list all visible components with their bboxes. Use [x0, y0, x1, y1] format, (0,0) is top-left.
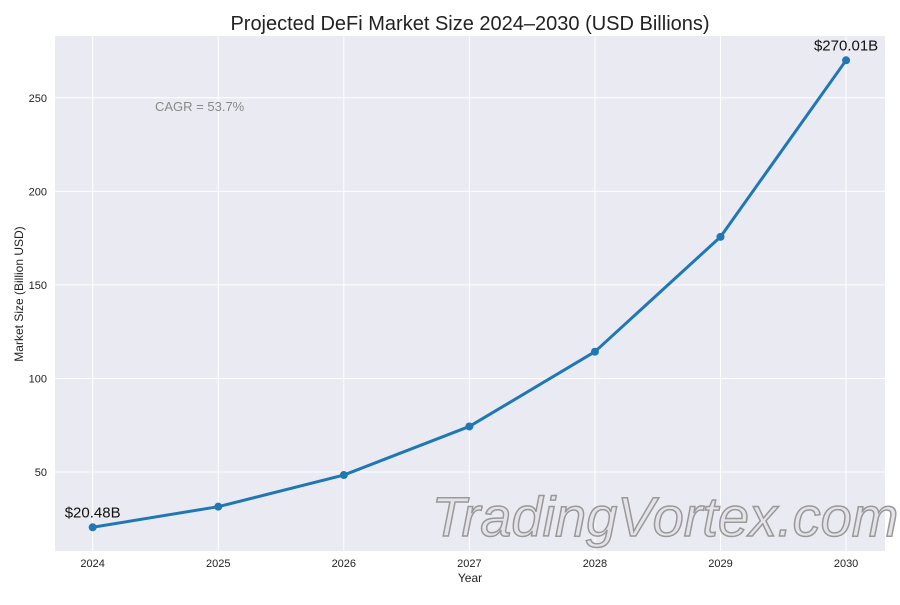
- y-tick-label: 50: [35, 467, 47, 479]
- x-tick-label: 2027: [457, 558, 481, 570]
- data-points: [88, 56, 851, 532]
- y-tick-label: 150: [29, 280, 47, 292]
- data-point: [465, 422, 474, 431]
- x-tick-label: 2025: [206, 558, 230, 570]
- data-point: [842, 56, 851, 65]
- data-point: [339, 471, 348, 480]
- x-tick-label: 2024: [80, 558, 104, 570]
- data-point: [214, 502, 223, 511]
- y-tick-label: 250: [29, 93, 47, 105]
- y-tick-label: 100: [29, 373, 47, 385]
- end-value-label: $270.01B: [814, 37, 878, 54]
- x-tick-label: 2028: [583, 558, 607, 570]
- x-tick-labels: 2024 2025 2026 2027 2028 2029 2030: [80, 558, 858, 570]
- y-axis-label: Market Size (Billion USD): [12, 226, 26, 361]
- data-point: [88, 523, 97, 532]
- x-axis-label: Year: [458, 571, 482, 585]
- cagr-annotation: CAGR = 53.7%: [155, 99, 245, 114]
- start-value-label: $20.48B: [65, 504, 121, 521]
- plot-area: [55, 36, 885, 551]
- chart-title: Projected DeFi Market Size 2024–2030 (US…: [230, 13, 709, 35]
- y-tick-labels: 50 100 150 200 250: [29, 93, 47, 479]
- x-tick-label: 2026: [332, 558, 356, 570]
- y-tick-label: 200: [29, 186, 47, 198]
- grid-lines: [55, 36, 885, 551]
- data-point: [590, 347, 599, 356]
- x-tick-label: 2029: [708, 558, 732, 570]
- watermark: TradingVortex.com: [432, 485, 899, 548]
- data-point: [716, 232, 725, 241]
- x-tick-label: 2030: [834, 558, 858, 570]
